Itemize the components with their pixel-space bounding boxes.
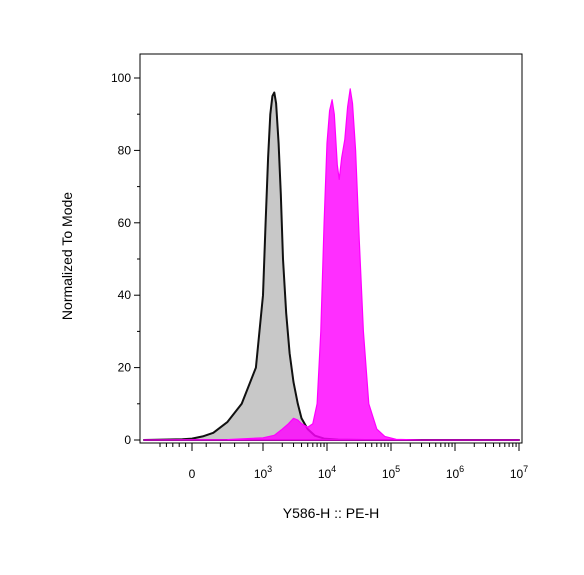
- series-layer: [143, 88, 520, 441]
- histogram-series-2: [143, 88, 520, 441]
- y-tick-label: 60: [118, 216, 132, 230]
- y-tick-label: 0: [124, 433, 131, 447]
- y-tick-label: 40: [118, 288, 132, 302]
- y-tick-label: 80: [118, 143, 132, 157]
- x-tick-label: 103: [254, 464, 272, 481]
- x-tick-label: 106: [446, 464, 464, 481]
- x-axis-label: Y586-H :: PE-H: [283, 505, 379, 521]
- x-tick-label: 107: [510, 464, 528, 481]
- y-tick-label: 100: [111, 71, 131, 85]
- y-axis-label: Normalized To Mode: [59, 192, 75, 320]
- x-tick-label: 105: [382, 464, 400, 481]
- x-tick-label: 0: [189, 467, 196, 481]
- x-tick-label: 104: [318, 464, 336, 481]
- y-tick-label: 20: [118, 361, 132, 375]
